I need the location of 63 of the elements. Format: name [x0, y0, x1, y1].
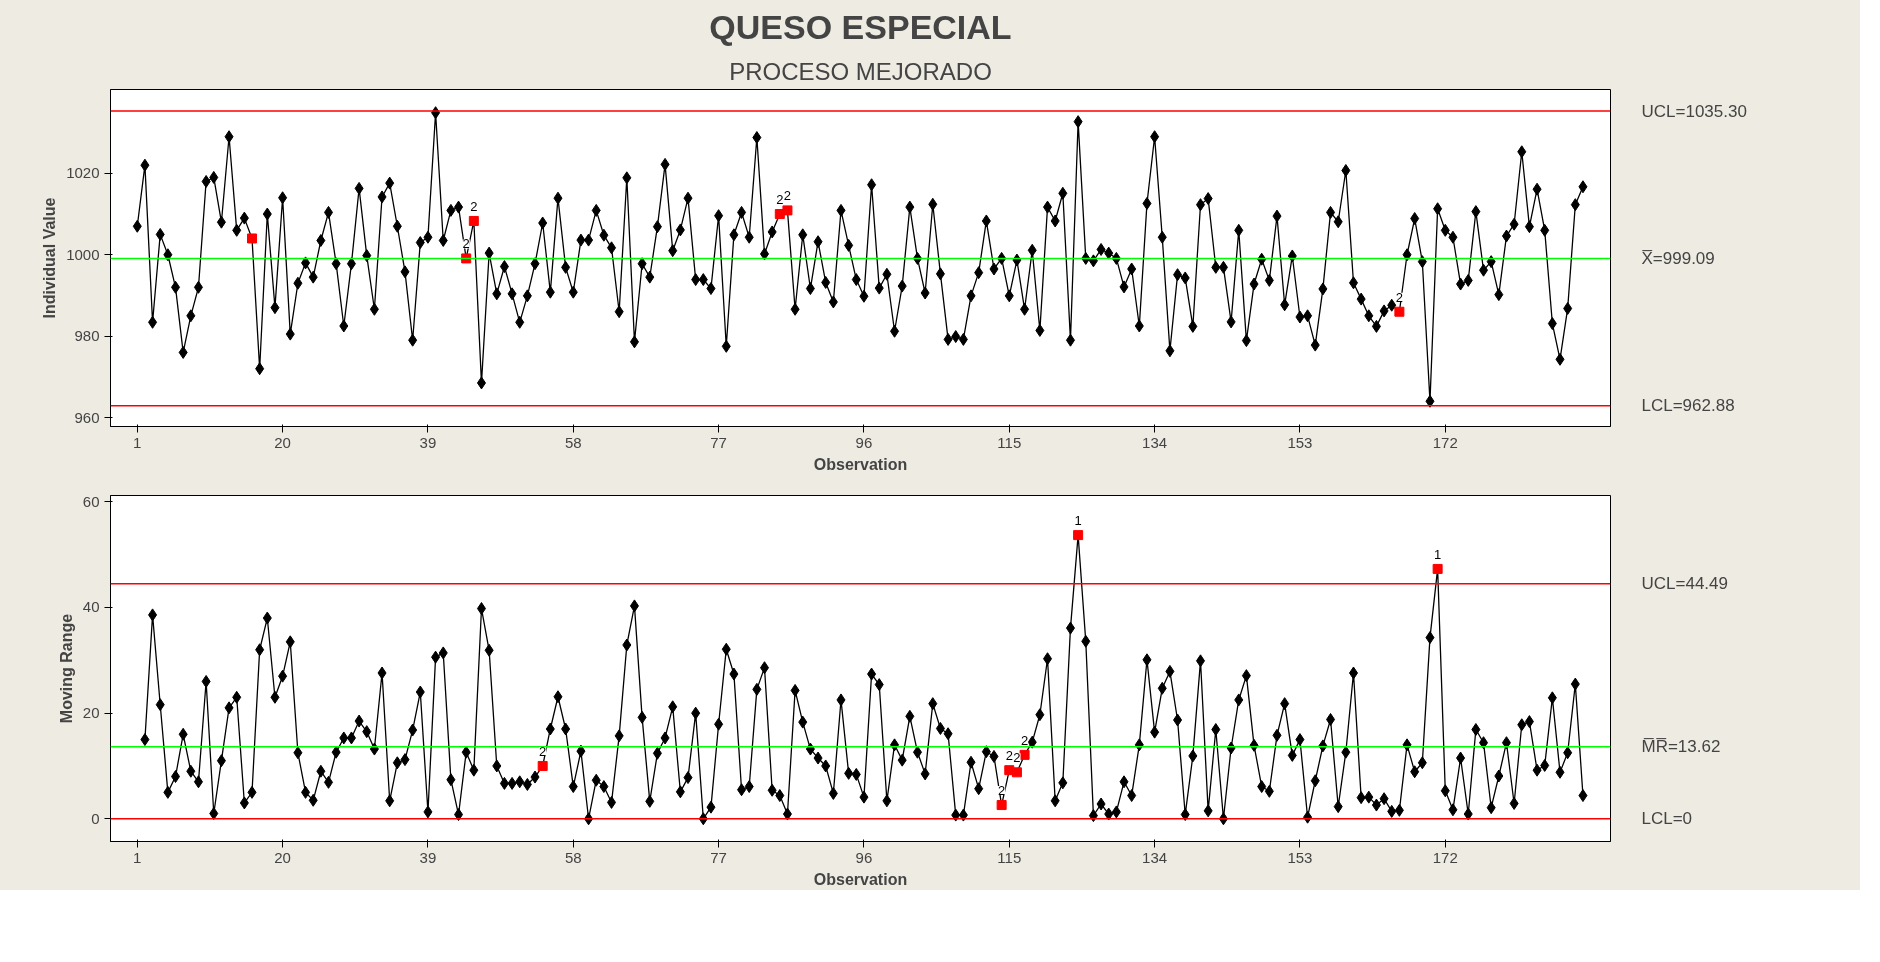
point	[461, 253, 472, 264]
y-tick-label: 60	[82, 492, 100, 510]
y-tick-label: 960	[74, 408, 100, 426]
x-tick-label: 153	[1287, 433, 1313, 451]
x-tick-label: 96	[855, 848, 873, 866]
point	[468, 215, 479, 226]
x-tick-label: 77	[710, 848, 727, 866]
x-tick-label: 115	[997, 848, 1022, 866]
ref-line-label: UCL=1035.30	[1641, 101, 1747, 121]
chart-title: QUESO ESPECIAL	[709, 7, 1012, 46]
x-tick-label: 1	[133, 433, 142, 451]
x-tick-label: 39	[419, 848, 437, 866]
annotation: 2	[1005, 748, 1013, 764]
point	[1073, 530, 1084, 541]
x-tick-label: 172	[1432, 848, 1458, 866]
y-tick-label: 20	[82, 704, 100, 722]
point	[1432, 563, 1443, 574]
point	[996, 800, 1007, 811]
point	[537, 760, 548, 771]
y-tick-label: 1000	[66, 245, 100, 263]
ref-line-label: LCL=962.88	[1641, 396, 1735, 416]
x-axis-title: Observation	[813, 455, 908, 473]
annotation: 2	[776, 192, 784, 208]
x-tick-label: 134	[1142, 433, 1168, 451]
x-tick-label: 39	[419, 433, 437, 451]
x-tick-label: 77	[710, 433, 727, 451]
annotation: 2	[1395, 289, 1403, 305]
y-tick-label: 1020	[66, 164, 100, 182]
y-axis-title: Moving Range	[57, 613, 75, 724]
ref-line-label: M̅R̅=13.62	[1641, 737, 1721, 757]
ref-line-label: UCL=44.49	[1641, 574, 1728, 594]
x-tick-label: 1	[133, 848, 142, 866]
x-tick-label: 153	[1287, 848, 1313, 866]
x-tick-label: 172	[1432, 433, 1458, 451]
ref-line-label: X̅=999.09	[1641, 248, 1715, 268]
x-tick-label: 96	[855, 433, 873, 451]
x-tick-label: 115	[997, 433, 1022, 451]
y-tick-label: 0	[91, 809, 100, 827]
annotation: 2	[1020, 732, 1029, 748]
annotation: 2	[998, 783, 1006, 799]
annotation: 1	[1434, 546, 1442, 562]
x-tick-label: 20	[274, 433, 291, 451]
ref-line-label: LCL=0	[1641, 809, 1693, 829]
point	[247, 233, 258, 244]
x-tick-label: 134	[1142, 848, 1168, 866]
y-axis-title: Individual Value	[41, 197, 59, 319]
x-tick-label: 20	[274, 848, 291, 866]
y-tick-label: 980	[74, 327, 100, 345]
y-tick-label: 40	[82, 598, 100, 616]
x-axis-title: Observation	[813, 870, 908, 888]
point	[782, 205, 793, 216]
annotation: 1	[1074, 513, 1082, 529]
annotation: 2	[783, 188, 792, 204]
point	[1394, 306, 1405, 317]
annotation: 2	[539, 743, 547, 759]
annotation: 2	[462, 236, 470, 252]
x-tick-label: 58	[564, 848, 582, 866]
annotation: 2	[1013, 750, 1021, 766]
point	[1019, 749, 1030, 760]
point	[1011, 767, 1022, 778]
annotation: 2	[470, 198, 478, 214]
x-tick-label: 58	[564, 433, 582, 451]
chart-subtitle: PROCESO MEJORADO	[729, 57, 992, 85]
